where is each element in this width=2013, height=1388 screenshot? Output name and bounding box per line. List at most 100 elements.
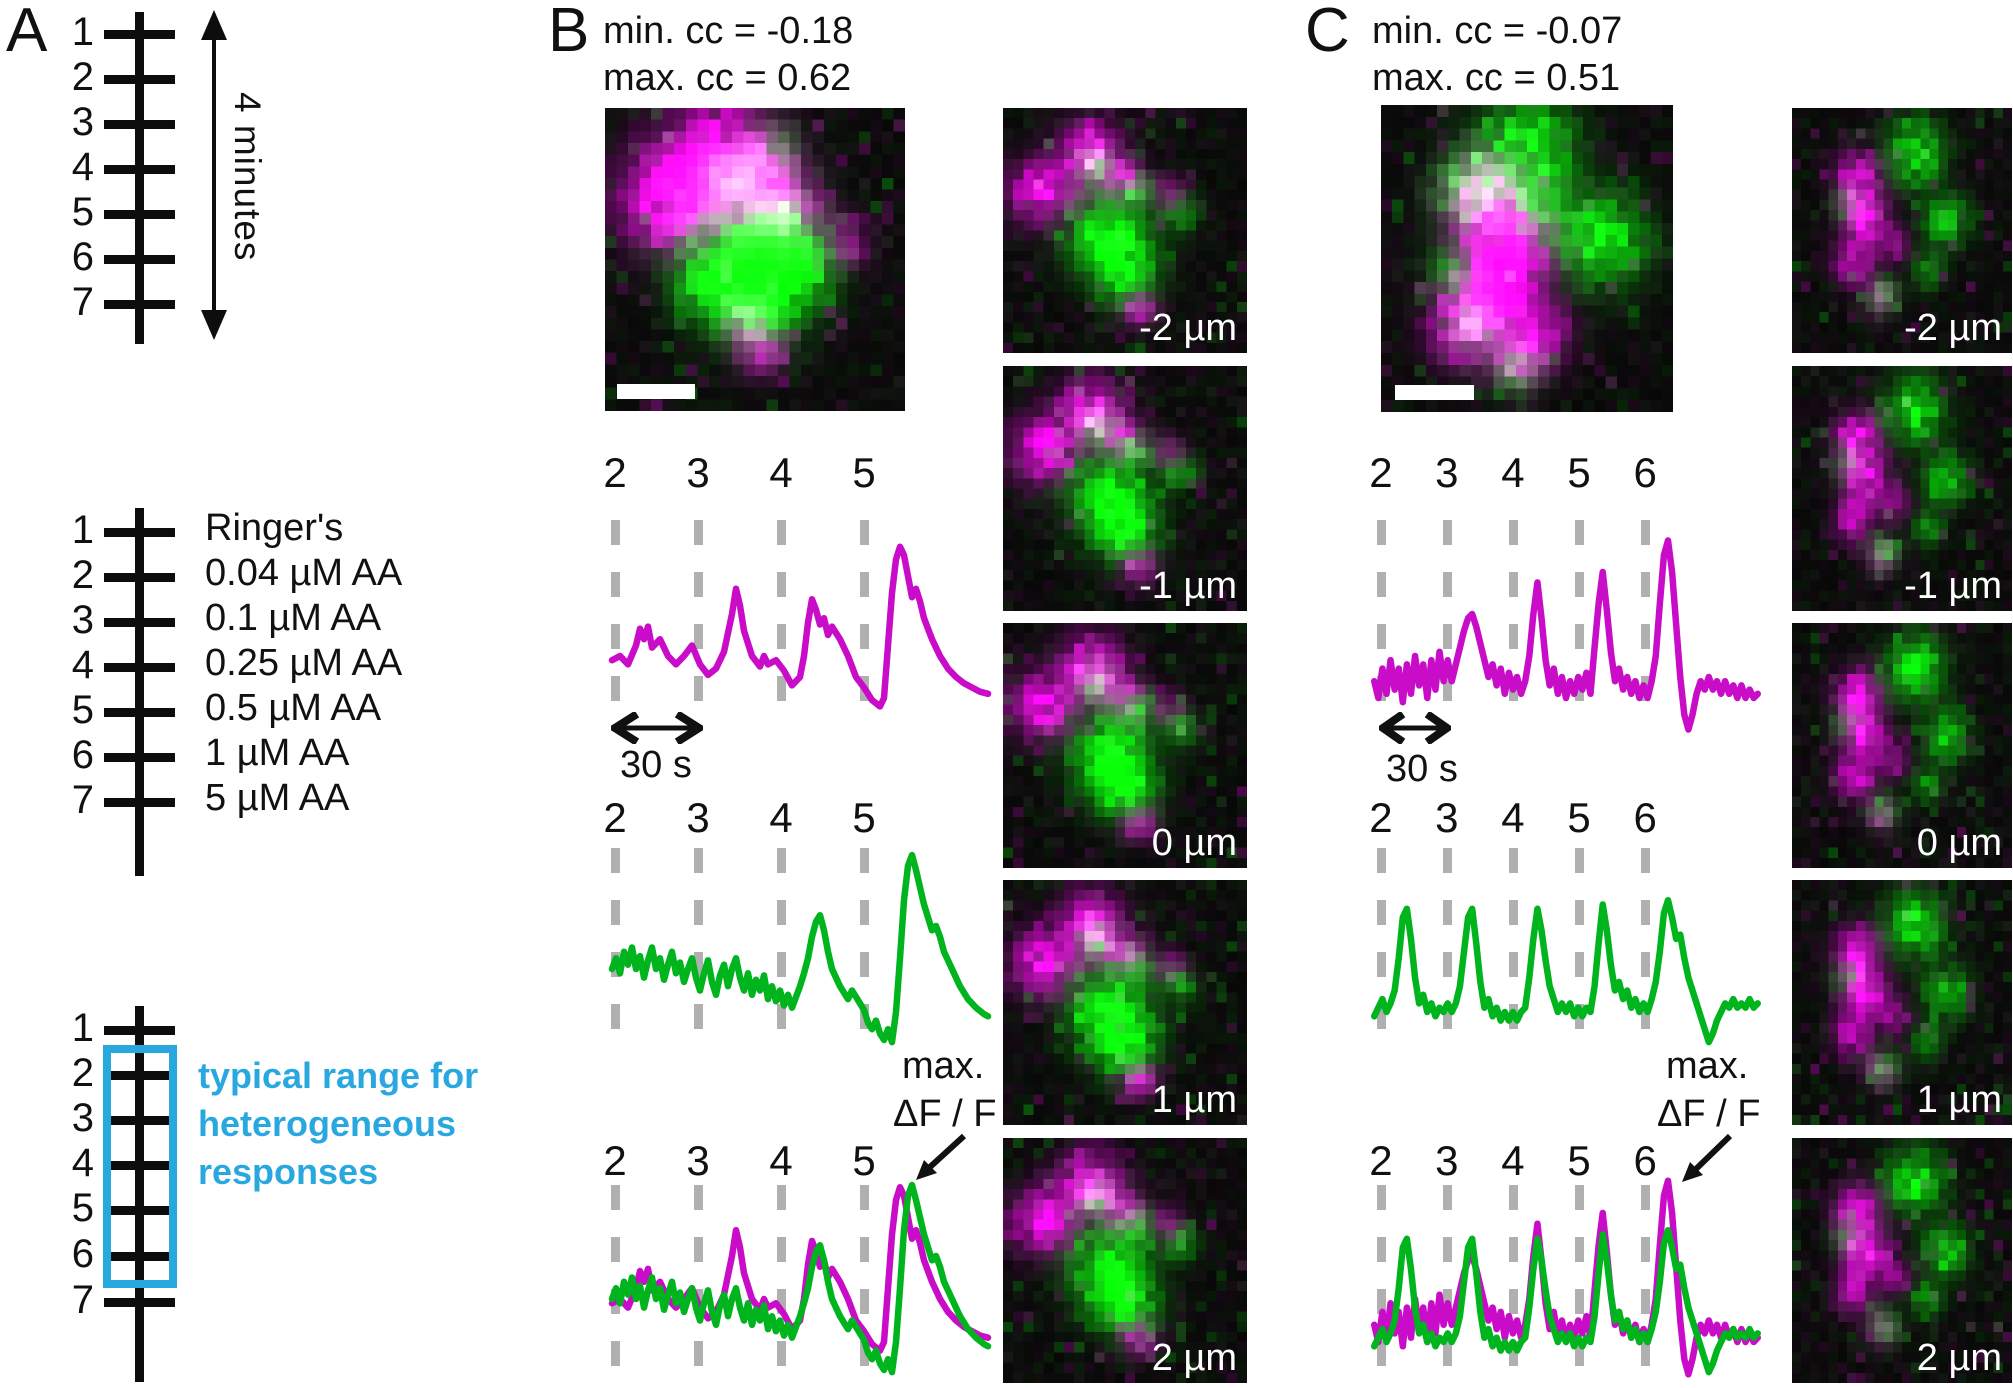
magenta-trace (1374, 541, 1758, 730)
solution-label: 0.04 µM AA (205, 552, 403, 594)
timeline-axis (135, 1006, 144, 1382)
event-dashed-line (1376, 848, 1386, 1043)
solution-label: Ringer's (205, 507, 344, 549)
timeline-tick-number: 5 (71, 688, 94, 732)
event-dashed-line (611, 848, 620, 1043)
microscopy-pixels (1792, 623, 2012, 868)
panel-c-annotation-dff: ΔF / F (1657, 1093, 1761, 1135)
event-dashed-line (694, 848, 703, 1043)
trace-solution-number: 2 (603, 794, 627, 841)
z-depth-label: 0 µm (1151, 822, 1237, 864)
trace-solution-number: 4 (769, 449, 793, 496)
timeline-tick (104, 1116, 175, 1125)
trace-solution-number: 6 (1633, 1137, 1657, 1184)
timeline-tick-number: 3 (71, 598, 94, 642)
magenta-trace (612, 547, 988, 707)
event-dashed-line (1575, 1185, 1585, 1388)
timeline-tick-number: 3 (71, 100, 94, 144)
microscopy-pixels (1792, 108, 2012, 353)
solution-label: 5 µM AA (205, 777, 350, 819)
zstack-thumbnail: -2 µm (1003, 108, 1247, 353)
timeline-tick-number: 2 (71, 1051, 94, 1095)
thirty-seconds-arrow-icon (1379, 712, 1451, 744)
timeline-tick (104, 663, 175, 672)
highlight-note-line3: responses (198, 1151, 379, 1192)
z-depth-label: 2 µm (1916, 1337, 2002, 1379)
timeline-tick (104, 1161, 175, 1170)
trace-solution-number: 4 (769, 1137, 793, 1184)
timeline-tick-number: 1 (71, 1006, 94, 1050)
panel-b-annotation-dff: ΔF / F (893, 1093, 997, 1135)
zstack-thumbnail: 1 µm (1792, 880, 2012, 1125)
zstack-thumbnail: -2 µm (1792, 108, 2012, 353)
highlight-note-line1: typical range for (198, 1055, 479, 1096)
trace-solution-number: 3 (1435, 449, 1459, 496)
event-dashed-line (1641, 520, 1651, 718)
microscopy-pixels (1792, 880, 2012, 1125)
event-dashed-line (1376, 1185, 1386, 1388)
zstack-thumbnail: 0 µm (1792, 623, 2012, 868)
z-depth-label: -1 µm (1904, 565, 2002, 607)
solution-label: 0.5 µM AA (205, 687, 382, 729)
event-dashed-line (860, 520, 869, 718)
timeline-tick (104, 210, 175, 219)
c-trace-green (1362, 840, 1770, 1055)
trace-solution-number: 5 (852, 794, 876, 841)
event-dashed-line (1442, 520, 1452, 718)
trace-solution-number: 4 (1501, 1137, 1525, 1184)
timeline-tick-number: 7 (71, 280, 94, 324)
event-dashed-line (1442, 1185, 1452, 1388)
timeline-tick (104, 573, 175, 582)
trace-solution-number: 2 (1369, 1137, 1393, 1184)
timeline-tick-number: 2 (71, 553, 94, 597)
timeline-tick (104, 618, 175, 627)
panel-a-label: A (6, 0, 48, 65)
trace-solution-number: 2 (603, 1137, 627, 1184)
timeline-tick-number: 1 (71, 10, 94, 54)
trace-solution-number: 3 (1435, 1137, 1459, 1184)
panel-b-min-cc: min. cc = -0.18 (603, 10, 854, 52)
panel-c-min-cc: min. cc = -0.07 (1372, 10, 1623, 52)
trace-solution-number: 5 (1567, 1137, 1591, 1184)
microscopy-pixels (1003, 623, 1247, 868)
panel-c-time-scale-label: 30 s (1386, 748, 1458, 790)
trace-solution-number: 5 (1567, 449, 1591, 496)
trace-solution-number: 2 (1369, 794, 1393, 841)
c-trace-overlay (1362, 1170, 1770, 1385)
trace-solution-number: 3 (686, 794, 710, 841)
zstack-thumbnail: 2 µm (1003, 1138, 1247, 1383)
timeline-tick (104, 753, 175, 762)
timeline-tick-number: 1 (71, 508, 94, 552)
event-dashed-line (1641, 848, 1651, 1043)
scale-bar (617, 384, 695, 399)
trace-solution-number: 6 (1633, 794, 1657, 841)
timeline-axis (135, 508, 144, 876)
trace-solution-number: 5 (1567, 794, 1591, 841)
event-dashed-line (1641, 1185, 1651, 1388)
timeline-tick-number: 7 (71, 778, 94, 822)
event-dashed-line (777, 520, 786, 718)
timeline-tick-number: 5 (71, 190, 94, 234)
timeline-tick (104, 300, 175, 309)
magenta-trace (612, 1187, 988, 1350)
trace-solution-number: 5 (852, 1137, 876, 1184)
b-trace-magenta (600, 530, 1000, 740)
z-depth-label: -2 µm (1904, 307, 2002, 349)
timeline-tick-number: 6 (71, 733, 94, 777)
event-dashed-line (1508, 1185, 1518, 1388)
z-depth-label: 1 µm (1916, 1079, 2002, 1121)
trace-solution-number: 4 (1501, 449, 1525, 496)
zstack-thumbnail: 2 µm (1792, 1138, 2012, 1383)
timeline-tick (104, 708, 175, 717)
event-dashed-line (1575, 520, 1585, 718)
highlight-range-box (103, 1045, 177, 1288)
timeline-tick (104, 120, 175, 129)
timeline-tick-number: 5 (71, 1186, 94, 1230)
microscopy-pixels (1003, 108, 1247, 353)
event-dashed-line (694, 520, 703, 718)
timeline-tick-number: 2 (71, 55, 94, 99)
timeline-tick (104, 1298, 175, 1307)
solution-label: 0.1 µM AA (205, 597, 382, 639)
panel-c-annotation-max: max. (1666, 1045, 1749, 1087)
